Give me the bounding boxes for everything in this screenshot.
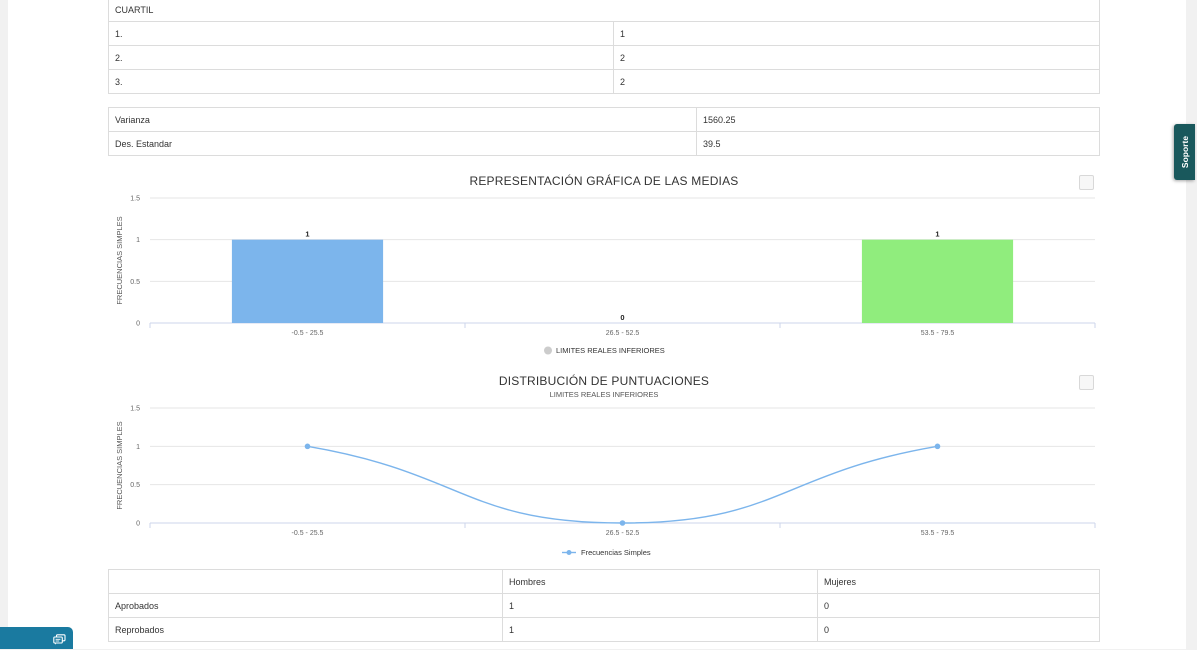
quartile-label: 3.: [108, 69, 614, 94]
chart-subtitle: LIMITES REALES INFERIORES: [549, 390, 659, 399]
chat-icon: [53, 632, 66, 650]
mujeres-value: 0: [817, 617, 1100, 642]
page-content: CUARTIL 1. 1 2. 2 3. 2 Varianza 1560.25 …: [8, 0, 1186, 649]
table-row: CUARTIL: [108, 0, 1100, 22]
data-label: 1: [935, 230, 939, 239]
table-row: Varianza 1560.25: [108, 107, 1100, 132]
quartile-label: 1.: [108, 21, 614, 46]
line-chart-svg: 0 0.5 1 1.5 -0.5 - 25.5 26.5 - 52.5 53.5 - 79.…: [115, 406, 1096, 557]
data-label: 1: [305, 230, 309, 239]
table-row: Des. Estandar 39.5: [108, 131, 1100, 156]
y-tick-label: 1.5: [130, 406, 140, 413]
legend-label: LIMITES REALES INFERIORES: [556, 346, 665, 355]
y-tick-label: 1.5: [130, 196, 140, 203]
quartile-value: 2: [613, 45, 1100, 70]
stat-value: 39.5: [696, 131, 1100, 156]
bar-chart: REPRESENTACIÓN GRÁFICA DE LAS MEDIAS 0 0.…: [108, 168, 1100, 364]
data-label: 0: [620, 313, 624, 322]
chart-title: REPRESENTACIÓN GRÁFICA DE LAS MEDIAS: [469, 174, 739, 188]
quartile-value: 1: [613, 21, 1100, 46]
hombres-value: 1: [502, 593, 818, 618]
x-tick-label: -0.5 - 25.5: [292, 330, 324, 337]
quartile-label: 2.: [108, 45, 614, 70]
chart-menu-button[interactable]: [1079, 175, 1094, 190]
table-row: 2. 2: [108, 45, 1100, 70]
table-row: 3. 2: [108, 69, 1100, 94]
quartile-value: 2: [613, 69, 1100, 94]
header-cell-empty: [108, 569, 503, 594]
bar-chart-svg: 0 0.5 1 1.5 -0.5 - 25.5 26.5 - 52.5 53.5 - 79.…: [115, 196, 1096, 355]
legend-label: Frecuencias Simples: [581, 548, 651, 557]
x-tick-label: 53.5 - 79.5: [921, 330, 955, 337]
stat-label: Des. Estandar: [108, 131, 697, 156]
x-tick-label: 53.5 - 79.5: [921, 530, 955, 537]
chart-menu-button[interactable]: [1079, 375, 1094, 390]
data-point: [619, 520, 626, 526]
line-chart: DISTRIBUCIÓN DE PUNTUACIONES LIMITES REA…: [108, 368, 1100, 564]
x-tick-label: 26.5 - 52.5: [606, 530, 640, 537]
row-label: Aprobados: [108, 593, 503, 618]
header-cell-hombres: Hombres: [502, 569, 818, 594]
y-tick-label: 0.5: [130, 482, 140, 489]
stat-value: 1560.25: [696, 107, 1100, 132]
soporte-tab[interactable]: Soporte: [1174, 124, 1195, 180]
row-label: Reprobados: [108, 617, 503, 642]
mujeres-value: 0: [817, 593, 1100, 618]
chat-widget-button[interactable]: [0, 627, 73, 649]
hombres-value: 1: [502, 617, 818, 642]
table-header-cell: CUARTIL: [108, 0, 1100, 22]
soporte-label: Soporte: [1179, 135, 1190, 169]
legend-marker: [544, 346, 552, 355]
y-axis-label: FRECUENCIAS SIMPLES: [115, 216, 124, 304]
header-cell-mujeres: Mujeres: [817, 569, 1100, 594]
table-row: Aprobados 1 0: [108, 593, 1100, 618]
chart-title: DISTRIBUCIÓN DE PUNTUACIONES: [498, 374, 710, 388]
data-point: [934, 443, 941, 450]
y-tick-label: 0.5: [130, 279, 140, 286]
variance-table: Varianza 1560.25 Des. Estandar 39.5: [108, 107, 1100, 156]
y-axis-label: FRECUENCIAS SIMPLES: [115, 421, 124, 509]
bar: [861, 239, 1014, 323]
y-tick-label: 0: [136, 521, 140, 528]
quartile-table: CUARTIL 1. 1 2. 2 3. 2: [108, 0, 1100, 94]
x-tick-label: 26.5 - 52.5: [606, 330, 640, 337]
bar: [231, 239, 384, 323]
gender-table: Hombres Mujeres Aprobados 1 0 Reprobados…: [108, 569, 1100, 642]
stat-label: Varianza: [108, 107, 697, 132]
table-header-row: Hombres Mujeres: [108, 569, 1100, 594]
data-point: [304, 443, 311, 450]
table-row: 1. 1: [108, 21, 1100, 46]
legend-marker: [566, 550, 572, 555]
y-tick-label: 1: [136, 237, 140, 244]
x-tick-label: -0.5 - 25.5: [292, 530, 324, 537]
y-tick-label: 0: [136, 321, 140, 328]
table-row: Reprobados 1 0: [108, 617, 1100, 642]
y-tick-label: 1: [136, 444, 140, 451]
